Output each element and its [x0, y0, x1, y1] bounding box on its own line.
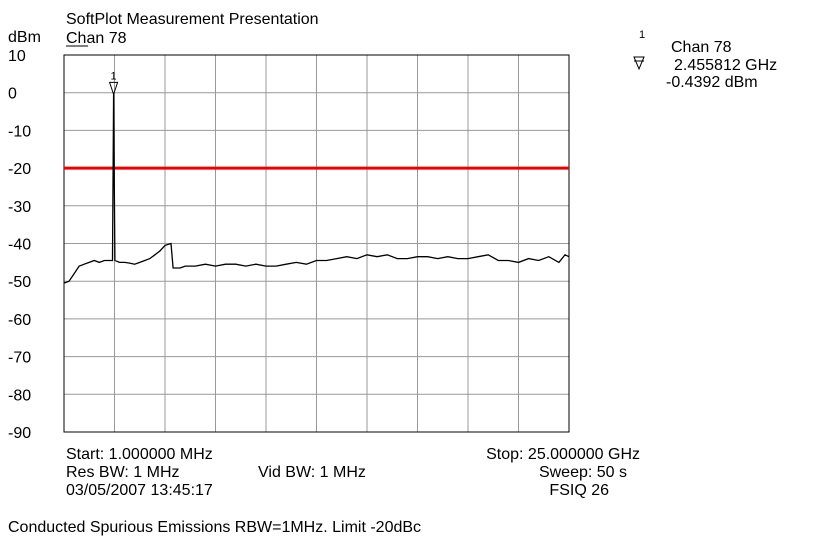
y-tick-label: -50 [8, 274, 31, 291]
marker-number: 1 [111, 70, 117, 82]
y-tick-label: 0 [8, 86, 17, 103]
trace [63, 94, 570, 284]
marker-icon [633, 56, 645, 71]
y-tick-label: 10 [8, 48, 26, 65]
trace-name: Chan 78 [66, 30, 127, 47]
marker [108, 81, 119, 96]
vid-bw: Vid BW: 1 MHz [258, 464, 366, 481]
marker-name: Chan 78 [671, 39, 732, 56]
plot-frame [63, 54, 570, 433]
y-tick-label: -30 [8, 199, 31, 216]
res-bw: Res BW: 1 MHz [66, 464, 180, 481]
marker-x: 2.455812 GHz [674, 57, 777, 74]
chart-title: SoftPlot Measurement Presentation [66, 11, 319, 28]
marker-number: 1 [639, 29, 645, 41]
y-tick-label: -80 [8, 387, 31, 404]
device: FSIQ 26 [549, 482, 609, 499]
sweep: Sweep: 50 s [539, 464, 627, 481]
y-unit: dBm [8, 29, 41, 46]
y-tick-label: -70 [8, 350, 31, 367]
y-tick-label: -60 [8, 312, 31, 329]
marker-y: -0.4392 dBm [666, 74, 758, 91]
stop: Stop: 25.000000 GHz [486, 446, 640, 463]
y-tick-label: -10 [8, 123, 31, 140]
caption: Conducted Spurious Emissions RBW=1MHz. L… [8, 519, 421, 536]
start: Start: 1.000000 MHz [66, 446, 213, 463]
y-tick-label: -40 [8, 237, 31, 254]
y-tick-label: -90 [8, 425, 31, 442]
y-tick-label: -20 [8, 161, 31, 178]
date: 03/05/2007 13:45:17 [66, 482, 213, 499]
